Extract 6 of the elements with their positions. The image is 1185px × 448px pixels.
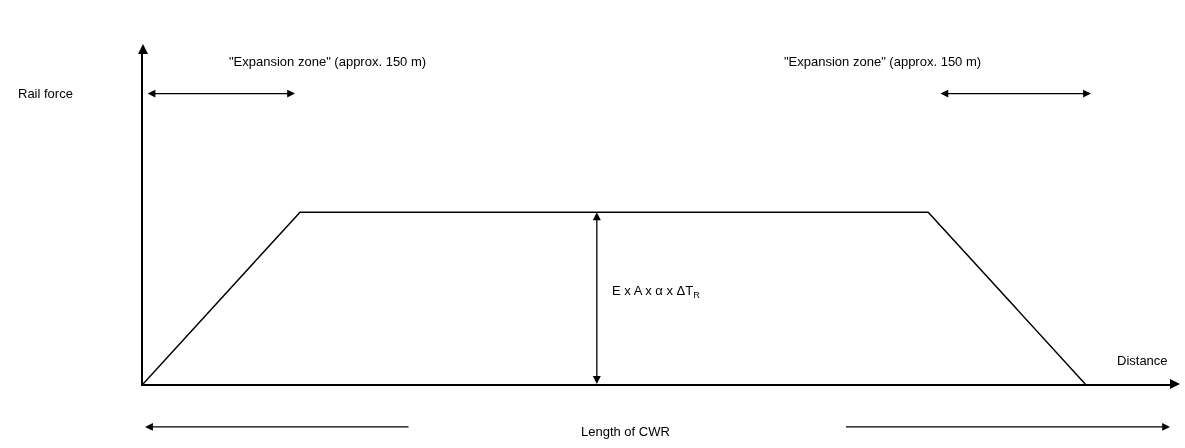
text: Length of CWR (581, 424, 670, 439)
text: "Expansion zone" (approx. 150 m) (784, 54, 982, 69)
annotation: E x A x α x ΔT$_{R}$ (612, 283, 701, 300)
annotation: Distance (1117, 353, 1168, 368)
text: "Expansion zone" (approx. 150 m) (229, 54, 427, 69)
text: Rail force (18, 86, 73, 101)
